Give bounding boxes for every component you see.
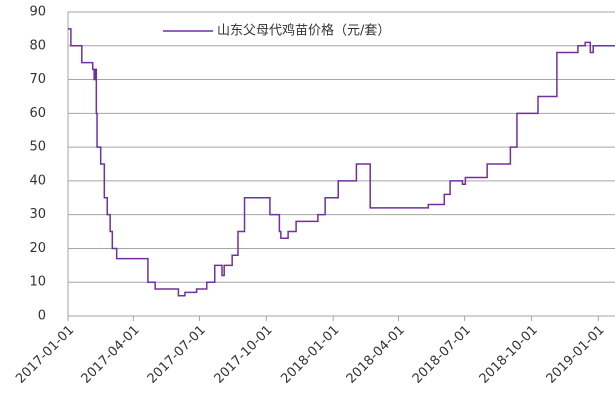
x-tick-label: 2018-04-01 — [344, 323, 408, 387]
y-tick-label: 90 — [29, 5, 46, 20]
y-tick-label: 30 — [29, 207, 46, 222]
x-tick-label: 2019-01-01 — [544, 323, 608, 387]
y-tick-label: 10 — [29, 275, 46, 290]
x-tick-label: 2017-04-01 — [79, 323, 143, 387]
x-tick-label: 2018-10-01 — [477, 323, 541, 387]
legend-label: 山东父母代鸡苗价格（元/套） — [217, 23, 390, 39]
x-tick-label: 2017-01-01 — [13, 323, 77, 387]
x-tick-label: 2017-10-01 — [212, 323, 276, 387]
line-series — [68, 28, 615, 297]
x-tick-label: 2017-07-01 — [145, 323, 209, 387]
y-tick-label: 0 — [38, 309, 46, 324]
y-tick-label: 20 — [29, 241, 46, 256]
y-tick-label: 70 — [29, 72, 46, 87]
x-tick-label: 2018-01-01 — [278, 323, 342, 387]
y-tick-label: 50 — [29, 140, 46, 155]
y-tick-label: 40 — [29, 173, 46, 188]
y-tick-label: 60 — [29, 106, 46, 121]
x-tick-label: 2018-07-01 — [410, 323, 474, 387]
y-tick-label: 80 — [29, 38, 46, 53]
